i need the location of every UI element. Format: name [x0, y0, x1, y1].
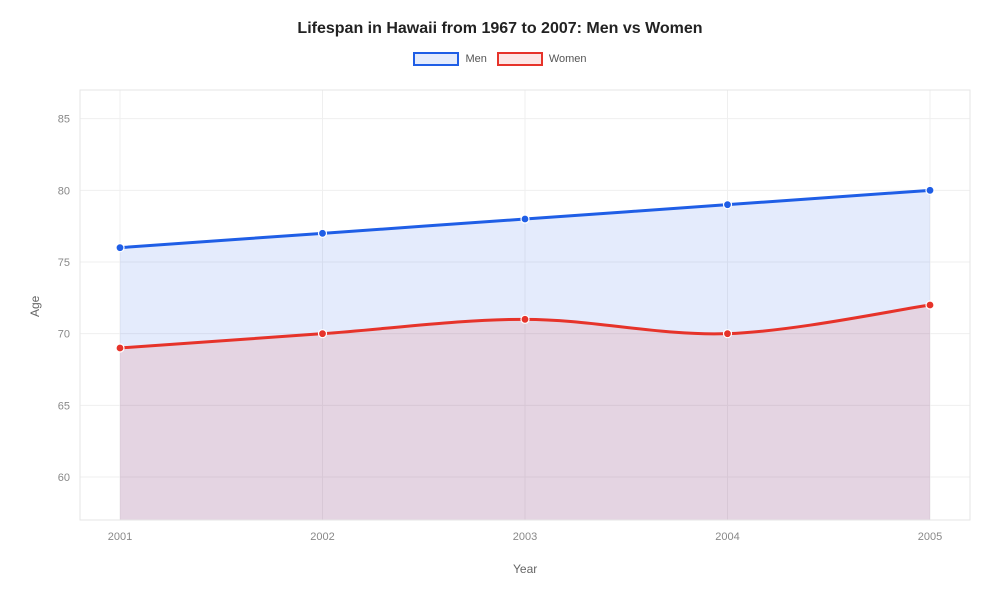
x-tick-label: 2003 [513, 531, 537, 543]
y-axis-label: Age [28, 296, 42, 317]
data-point[interactable] [116, 344, 124, 352]
data-point[interactable] [521, 315, 529, 323]
data-point[interactable] [319, 229, 327, 237]
plot-svg: 60 65 70 75 80 85 2001 2002 2003 2004 2005 [0, 0, 1000, 600]
y-tick-label: 80 [58, 185, 70, 197]
x-tick-label: 2002 [310, 531, 334, 543]
y-tick-label: 85 [58, 114, 70, 126]
y-tick-label: 60 [58, 472, 70, 484]
x-axis-label: Year [513, 562, 537, 576]
x-tick-label: 2005 [918, 531, 942, 543]
data-point[interactable] [724, 201, 732, 209]
data-point[interactable] [926, 186, 934, 194]
data-point[interactable] [521, 215, 529, 223]
y-tick-label: 70 [58, 329, 70, 341]
x-tick-label: 2004 [715, 531, 739, 543]
data-point[interactable] [926, 301, 934, 309]
y-tick-label: 65 [58, 400, 70, 412]
data-point[interactable] [116, 244, 124, 252]
data-point[interactable] [319, 330, 327, 338]
y-tick-label: 75 [58, 257, 70, 269]
x-tick-label: 2001 [108, 531, 132, 543]
chart-container: Lifespan in Hawaii from 1967 to 2007: Me… [0, 0, 1000, 600]
data-point[interactable] [724, 330, 732, 338]
